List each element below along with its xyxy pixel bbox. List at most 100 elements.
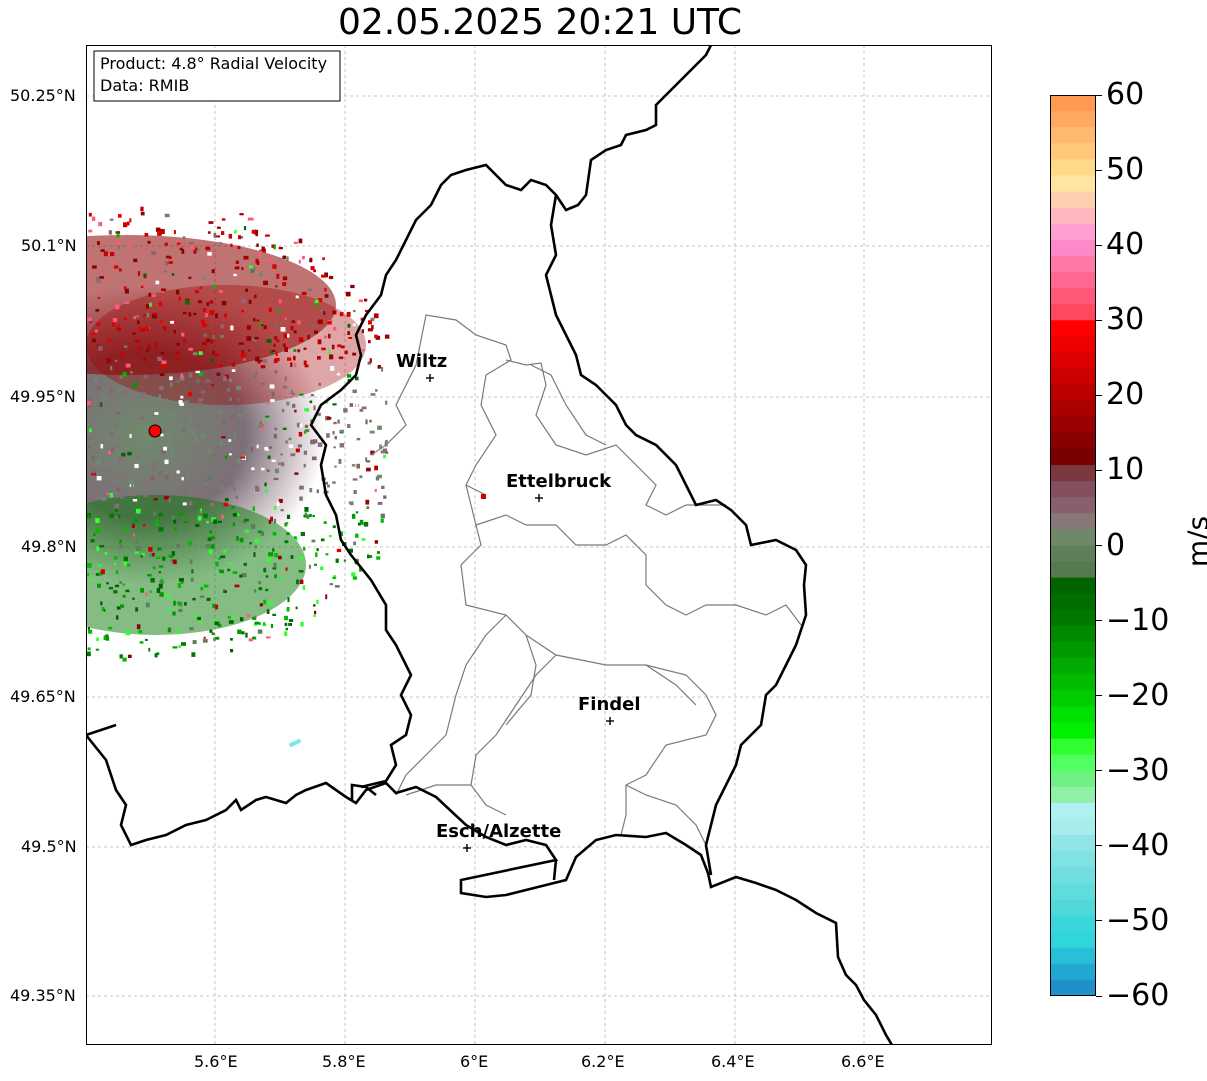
colorbar-band — [1050, 304, 1096, 321]
colorbar-band — [1050, 191, 1096, 209]
colorbar-tick-label: −40 — [1106, 827, 1170, 863]
colorbar-tick-mark — [1096, 770, 1102, 772]
colorbar-unit-label: m/s — [1181, 515, 1207, 568]
colorbar-tick-label: 20 — [1106, 377, 1145, 413]
colorbar-band — [1050, 336, 1096, 354]
colorbar-tick-mark — [1096, 845, 1102, 847]
colorbar-tick-label: −50 — [1106, 902, 1170, 938]
lon-tick-label: 5.8°E — [322, 1052, 366, 1071]
colorbar-band — [1050, 835, 1096, 852]
colorbar-band — [1050, 288, 1096, 305]
lon-tick-label: 6.4°E — [711, 1052, 755, 1071]
city-label-esch-alzette: Esch/Alzette — [436, 821, 562, 842]
colorbar-band — [1050, 979, 1096, 996]
colorbar-band — [1050, 738, 1096, 756]
city-label-wiltz: Wiltz — [396, 351, 448, 372]
info-box-frame — [93, 50, 341, 102]
info-data-source: Data: RMIB — [100, 76, 190, 95]
colorbar-tick-mark — [1096, 695, 1102, 697]
info-product: Product: 4.8° Radial Velocity — [100, 54, 328, 73]
colorbar-band — [1050, 674, 1096, 691]
colorbar-band — [1050, 271, 1096, 289]
colorbar-band — [1050, 465, 1096, 482]
colorbar-band — [1050, 127, 1096, 144]
colorbar-tick-mark — [1096, 244, 1102, 246]
velocity-colorbar — [1050, 95, 1096, 996]
lat-tick-label: 49.95°N — [10, 387, 76, 406]
colorbar-band — [1050, 255, 1096, 273]
colorbar-tick-label: −10 — [1106, 602, 1170, 638]
radar-site-marker — [148, 424, 162, 438]
colorbar-band — [1050, 513, 1096, 531]
lon-tick-label: 6.2°E — [581, 1052, 625, 1071]
colorbar-band — [1050, 320, 1096, 337]
colorbar-band — [1050, 786, 1096, 804]
colorbar-band — [1050, 368, 1096, 386]
colorbar-band — [1050, 899, 1096, 917]
colorbar-band — [1050, 561, 1096, 579]
lat-tick-label: 49.35°N — [10, 986, 76, 1005]
colorbar-band — [1050, 577, 1096, 595]
colorbar-band — [1050, 625, 1096, 643]
colorbar-band — [1050, 175, 1096, 193]
colorbar-tick-label: 10 — [1106, 452, 1145, 488]
colorbar-tick-mark — [1096, 545, 1102, 546]
colorbar-band — [1050, 239, 1096, 257]
colorbar-band — [1050, 947, 1096, 965]
city-label-ettelbruck: Ettelbruck — [506, 471, 612, 492]
colorbar-band — [1050, 754, 1096, 772]
colorbar-band — [1050, 609, 1096, 627]
colorbar-band — [1050, 95, 1096, 112]
colorbar-band — [1050, 207, 1096, 225]
city-markers — [426, 374, 614, 852]
colorbar-band — [1050, 481, 1096, 498]
colorbar-tick-mark — [1096, 319, 1102, 321]
colorbar-band — [1050, 384, 1096, 402]
lon-tick-label: 5.6°E — [194, 1052, 238, 1071]
colorbar-band — [1050, 111, 1096, 128]
radar-echoes — [86, 206, 390, 662]
lon-tick-label: 6.6°E — [841, 1052, 885, 1071]
colorbar-band — [1050, 432, 1096, 450]
colorbar-band — [1050, 931, 1096, 949]
colorbar-band — [1050, 722, 1096, 740]
colorbar-band — [1050, 159, 1096, 177]
colorbar-band — [1050, 223, 1096, 241]
colorbar-tick-label: 40 — [1106, 227, 1145, 263]
colorbar-band — [1050, 642, 1096, 659]
colorbar-band — [1050, 867, 1096, 884]
map-title: 02.05.2025 20:21 UTC — [337, 2, 743, 43]
city-label-findel: Findel — [578, 694, 641, 715]
colorbar-band — [1050, 915, 1096, 933]
colorbar-band — [1050, 352, 1096, 370]
colorbar-band — [1050, 690, 1096, 707]
radar-map — [86, 45, 992, 1045]
colorbar-band — [1050, 416, 1096, 434]
colorbar-tick-mark — [1096, 394, 1102, 396]
canton-borders — [370, 314, 802, 846]
colorbar-tick-mark — [1096, 469, 1102, 471]
colorbar-tick-label: −20 — [1106, 677, 1170, 713]
colorbar-band — [1050, 851, 1096, 868]
lat-tick-label: 49.8°N — [21, 537, 77, 556]
colorbar-tick-label: 0 — [1106, 527, 1126, 563]
colorbar-tick-label: 50 — [1106, 152, 1145, 188]
colorbar-band — [1050, 658, 1096, 675]
colorbar-tick-mark — [1096, 169, 1102, 171]
colorbar-band — [1050, 819, 1096, 836]
colorbar-band — [1050, 770, 1096, 788]
colorbar-tick-mark — [1096, 94, 1102, 96]
colorbar-band — [1050, 529, 1096, 547]
lat-tick-label: 50.1°N — [21, 236, 77, 255]
colorbar-tick-label: −60 — [1106, 978, 1170, 1013]
colorbar-tick-label: −30 — [1106, 752, 1170, 788]
colorbar-band — [1050, 545, 1096, 563]
colorbar-tick-label: 30 — [1106, 302, 1145, 338]
colorbar-band — [1050, 706, 1096, 724]
lat-tick-label: 49.65°N — [10, 687, 76, 706]
colorbar-tick-mark — [1096, 620, 1102, 622]
colorbar-tick-label: 60 — [1106, 77, 1145, 112]
colorbar-band — [1050, 883, 1096, 901]
lat-tick-label: 50.25°N — [10, 86, 76, 105]
lat-tick-label: 49.5°N — [21, 837, 77, 856]
